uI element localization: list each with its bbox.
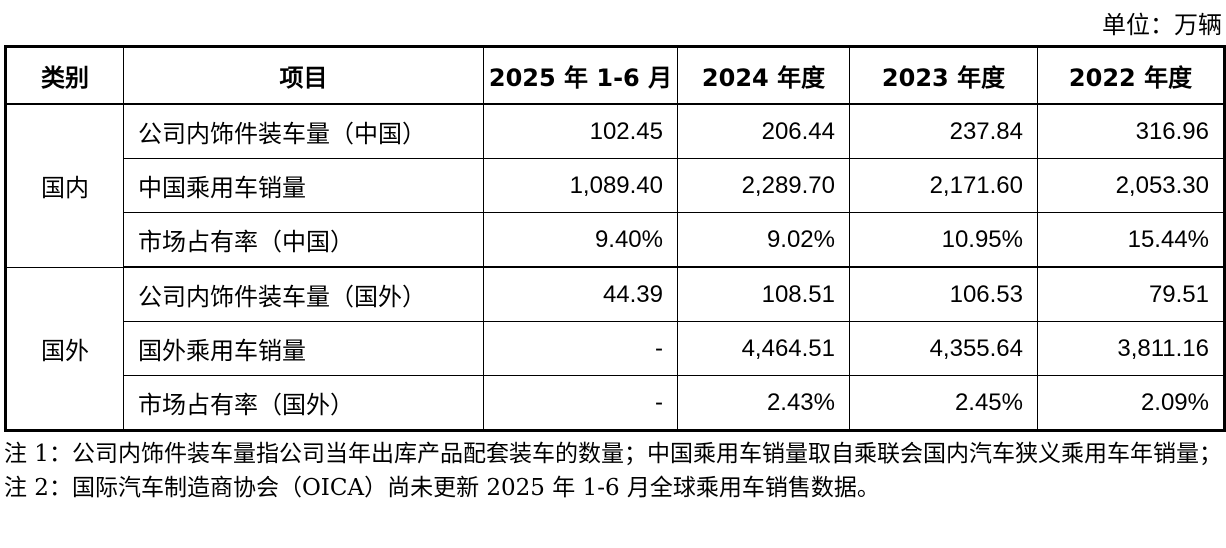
value-cell: 2.43% [677,375,850,432]
item-label: 市场占有率（国外） [123,375,484,432]
table-row: 国外乘用车销量 - 4,464.51 4,355.64 3,811.16 [6,321,1226,376]
sales-data-table: 类别 项目 2025 年 1-6 月 2024 年度 2023 年度 2022 … [4,45,1226,432]
value-cell: 2.45% [849,375,1038,432]
table-row: 市场占有率（中国） 9.40% 9.02% 10.95% 15.44% [6,212,1226,268]
value-cell: 9.02% [677,212,850,268]
value-cell: 10.95% [849,212,1038,268]
value-cell: 4,464.51 [677,321,850,376]
category-overseas: 国外 [4,266,124,432]
value-cell: 1,089.40 [483,158,678,213]
footnotes: 注 1：公司内饰件装车量指公司当年出库产品配套装车的数量；中国乘用车销量取自乘联… [4,437,1224,505]
value-cell: - [483,321,678,376]
item-label: 中国乘用车销量 [123,158,484,213]
value-cell: 15.44% [1037,212,1226,268]
footnote-2: 注 2：国际汽车制造商协会（OICA）尚未更新 2025 年 1-6 月全球乘用… [4,475,880,501]
value-cell: 206.44 [677,103,850,159]
table-row: 市场占有率（国外） - 2.43% 2.45% 2.09% [6,375,1226,432]
value-cell: 2,289.70 [677,158,850,213]
value-cell: 2,053.30 [1037,158,1226,213]
item-label: 公司内饰件装车量（中国） [123,103,484,159]
header-2024: 2024 年度 [677,45,850,105]
value-cell: 2,171.60 [849,158,1038,213]
value-cell: 2.09% [1037,375,1226,432]
value-cell: 4,355.64 [849,321,1038,376]
value-cell: 44.39 [483,266,678,322]
value-cell: 108.51 [677,266,850,322]
table-row: 中国乘用车销量 1,089.40 2,289.70 2,171.60 2,053… [6,158,1226,213]
header-2023: 2023 年度 [849,45,1038,105]
item-label: 国外乘用车销量 [123,321,484,376]
header-item: 项目 [123,45,484,105]
item-label: 市场占有率（中国） [123,212,484,268]
value-cell: 3,811.16 [1037,321,1226,376]
unit-label: 单位：万辆 [1102,11,1222,39]
item-label: 公司内饰件装车量（国外） [123,266,484,322]
value-cell: 316.96 [1037,103,1226,159]
category-domestic: 国内 [4,103,124,268]
value-cell: 237.84 [849,103,1038,159]
header-category: 类别 [4,45,124,105]
footnote-1: 注 1：公司内饰件装车量指公司当年出库产品配套装车的数量；中国乘用车销量取自乘联… [4,441,1222,467]
table-row: 国内 公司内饰件装车量（中国） 102.45 206.44 237.84 316… [4,103,1226,268]
value-cell: - [483,375,678,432]
header-2025-h1: 2025 年 1-6 月 [483,45,678,105]
value-cell: 102.45 [483,103,678,159]
value-cell: 106.53 [849,266,1038,322]
table-header-row: 类别 项目 2025 年 1-6 月 2024 年度 2023 年度 2022 … [4,45,1226,105]
value-cell: 9.40% [483,212,678,268]
value-cell: 79.51 [1037,266,1226,322]
table-row: 国外 公司内饰件装车量（国外） 44.39 108.51 106.53 79.5… [4,266,1226,432]
header-2022: 2022 年度 [1037,45,1226,105]
